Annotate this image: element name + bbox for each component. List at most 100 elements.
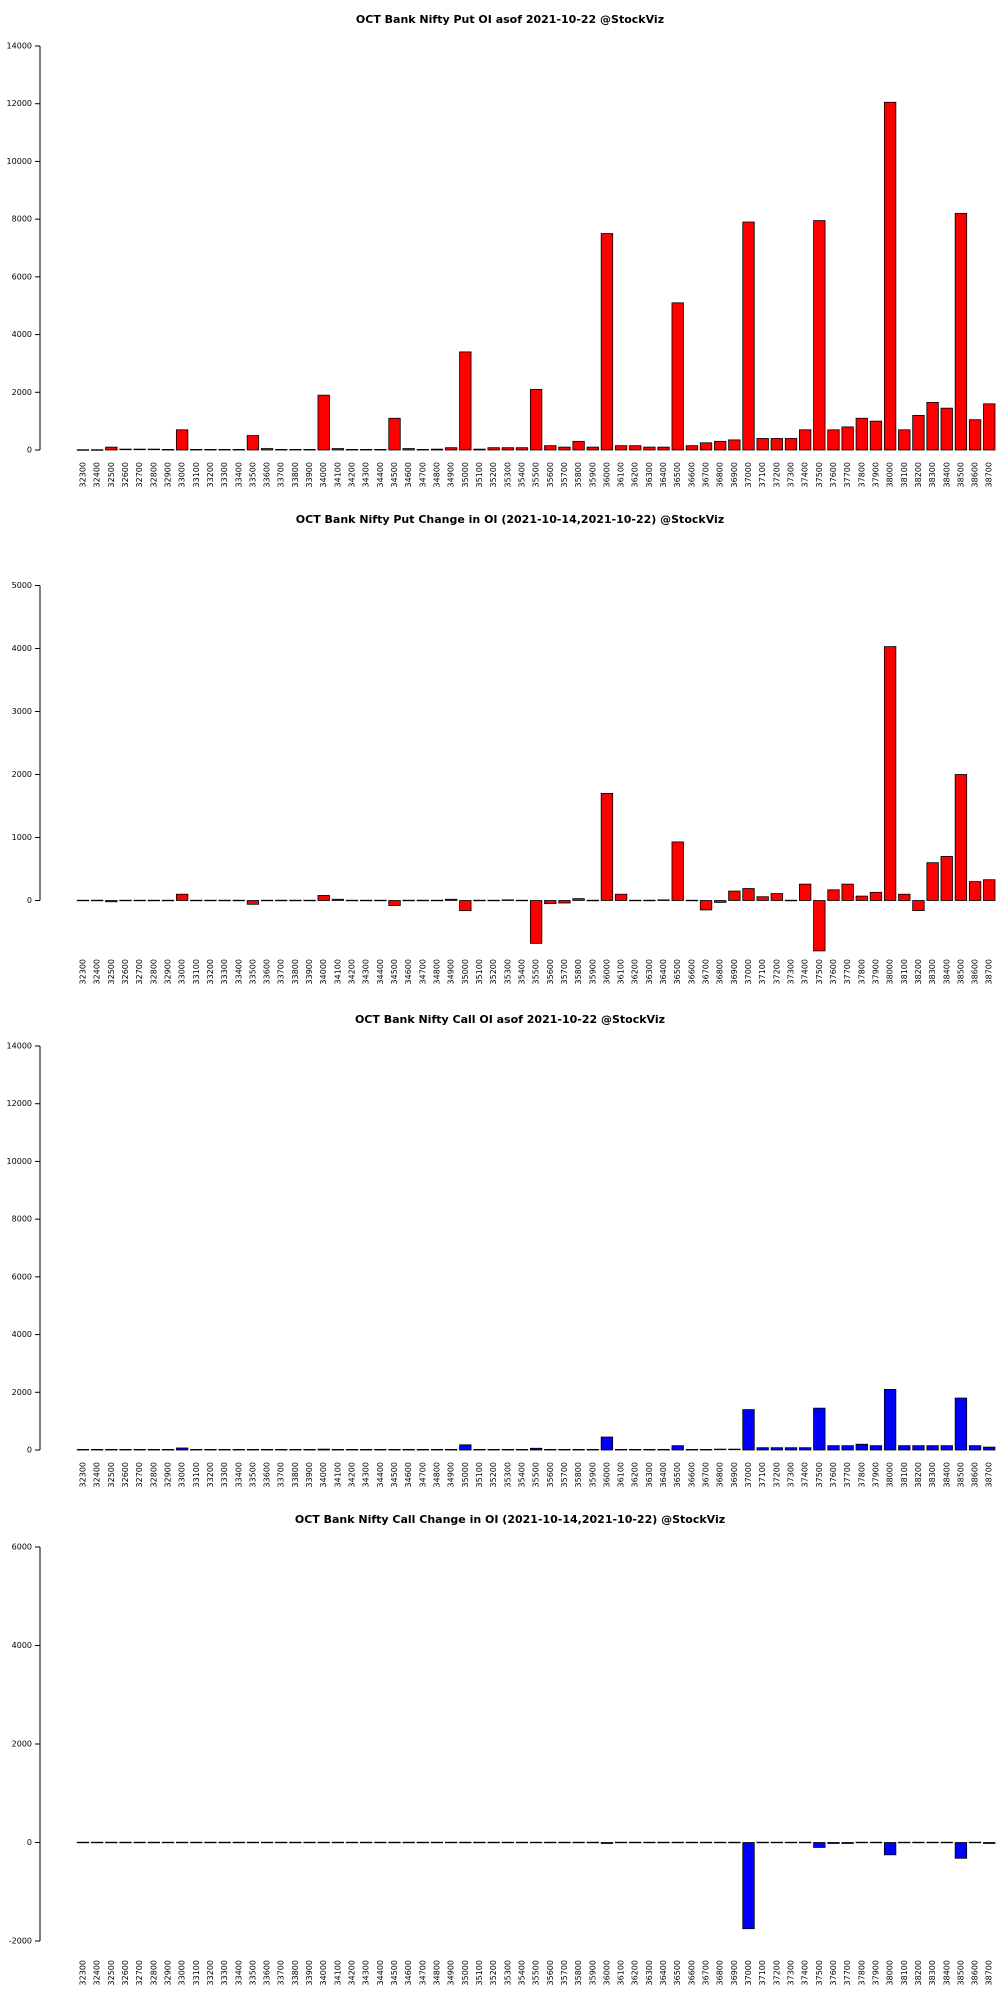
x-tick-label: 37500 bbox=[815, 959, 824, 984]
bar bbox=[473, 1841, 486, 1844]
bar bbox=[402, 448, 415, 451]
x-tick-label: 37200 bbox=[772, 959, 781, 984]
x-tick-label: 36600 bbox=[687, 959, 696, 984]
bar bbox=[105, 1449, 118, 1451]
bar bbox=[813, 1842, 826, 1848]
bar bbox=[756, 1447, 769, 1451]
bar bbox=[331, 448, 345, 451]
x-tick-label: 38500 bbox=[956, 462, 965, 487]
bar bbox=[402, 1841, 415, 1844]
bar bbox=[331, 1841, 345, 1844]
x-tick-label: 32500 bbox=[107, 462, 116, 487]
x-tick-label: 38300 bbox=[928, 959, 937, 984]
x-tick-label: 37300 bbox=[787, 959, 796, 984]
x-tick-label: 34000 bbox=[319, 1960, 328, 1985]
x-tick-label: 33900 bbox=[305, 959, 314, 984]
x-tick-label: 33800 bbox=[291, 1960, 300, 1985]
bar bbox=[926, 1841, 939, 1844]
bar bbox=[416, 1841, 429, 1844]
bar bbox=[600, 1842, 614, 1844]
bar bbox=[742, 888, 755, 901]
x-tick-label: 35300 bbox=[503, 959, 512, 984]
y-tick-label: 0 bbox=[27, 446, 32, 455]
x-tick-label: 36400 bbox=[659, 462, 668, 487]
bar bbox=[827, 1842, 840, 1844]
x-tick-label: 36800 bbox=[716, 959, 725, 984]
bar bbox=[968, 1841, 982, 1844]
x-tick-label: 35300 bbox=[503, 1462, 512, 1487]
x-tick-label: 36900 bbox=[730, 1462, 739, 1487]
bar bbox=[926, 1445, 939, 1451]
x-tick-label: 36500 bbox=[673, 1462, 682, 1487]
bar bbox=[770, 893, 783, 901]
x-tick-label: 38200 bbox=[914, 959, 923, 984]
x-tick-label: 34000 bbox=[319, 959, 328, 984]
bar bbox=[289, 899, 302, 902]
bar bbox=[671, 302, 684, 451]
bar bbox=[289, 1841, 302, 1844]
bar bbox=[544, 900, 557, 905]
bar bbox=[883, 101, 897, 451]
bar bbox=[586, 1841, 599, 1844]
x-tick-label: 33000 bbox=[178, 959, 187, 984]
x-tick-label: 38200 bbox=[914, 1462, 923, 1487]
bar bbox=[218, 899, 231, 902]
x-tick-label: 33100 bbox=[192, 1462, 201, 1487]
x-tick-label: 34100 bbox=[333, 1462, 342, 1487]
bar bbox=[898, 1445, 911, 1451]
x-tick-label: 35400 bbox=[517, 959, 526, 984]
x-tick-label: 38200 bbox=[914, 462, 923, 487]
x-tick-label: 33700 bbox=[277, 1462, 286, 1487]
bar bbox=[756, 896, 769, 901]
bar bbox=[685, 899, 699, 902]
bar bbox=[940, 1445, 953, 1451]
x-tick-label: 33200 bbox=[206, 1960, 215, 1985]
bar bbox=[76, 449, 90, 451]
x-tick-label: 37600 bbox=[829, 462, 838, 487]
x-tick-label: 34600 bbox=[404, 1462, 413, 1487]
x-tick-label: 35700 bbox=[560, 959, 569, 984]
x-tick-label: 37000 bbox=[744, 959, 753, 984]
y-tick-label: 2000 bbox=[12, 1388, 32, 1397]
bar bbox=[275, 1449, 288, 1451]
y-tick-label: 4000 bbox=[12, 330, 32, 339]
bar bbox=[799, 1447, 812, 1451]
x-tick-label: 34400 bbox=[376, 959, 385, 984]
x-tick-label: 34100 bbox=[333, 1960, 342, 1985]
x-tick-label: 35400 bbox=[517, 1960, 526, 1985]
bar bbox=[926, 401, 939, 451]
x-tick-label: 34300 bbox=[362, 1462, 371, 1487]
x-tick-label: 38600 bbox=[971, 1462, 980, 1487]
x-tick-label: 36600 bbox=[687, 1462, 696, 1487]
bar bbox=[586, 446, 599, 451]
x-tick-label: 37700 bbox=[843, 462, 852, 487]
x-tick-label: 38600 bbox=[971, 1960, 980, 1985]
bar bbox=[883, 646, 897, 901]
x-tick-label: 37100 bbox=[758, 462, 767, 487]
bar bbox=[869, 1445, 883, 1451]
x-tick-label: 33700 bbox=[277, 959, 286, 984]
bar bbox=[119, 899, 132, 902]
x-tick-label: 36000 bbox=[602, 1960, 611, 1985]
bar bbox=[416, 1449, 429, 1451]
x-tick-label: 34800 bbox=[433, 1462, 442, 1487]
y-tick-label: 6000 bbox=[12, 272, 32, 281]
x-tick-label: 33000 bbox=[178, 1960, 187, 1985]
bar bbox=[76, 1449, 90, 1451]
bar bbox=[275, 899, 288, 902]
bar bbox=[246, 900, 260, 905]
x-tick-label: 32400 bbox=[93, 1462, 102, 1487]
bar bbox=[671, 1841, 684, 1844]
x-tick-label: 35300 bbox=[503, 462, 512, 487]
bar bbox=[91, 1449, 104, 1451]
bar bbox=[714, 1448, 727, 1451]
x-tick-label: 36700 bbox=[702, 959, 711, 984]
x-tick-label: 36200 bbox=[631, 959, 640, 984]
x-tick-label: 37400 bbox=[801, 462, 810, 487]
x-tick-label: 36700 bbox=[702, 1462, 711, 1487]
bar bbox=[416, 449, 429, 451]
bar bbox=[331, 1449, 345, 1451]
x-tick-label: 35000 bbox=[461, 1462, 470, 1487]
x-tick-label: 36100 bbox=[617, 462, 626, 487]
x-tick-label: 32900 bbox=[163, 1462, 172, 1487]
